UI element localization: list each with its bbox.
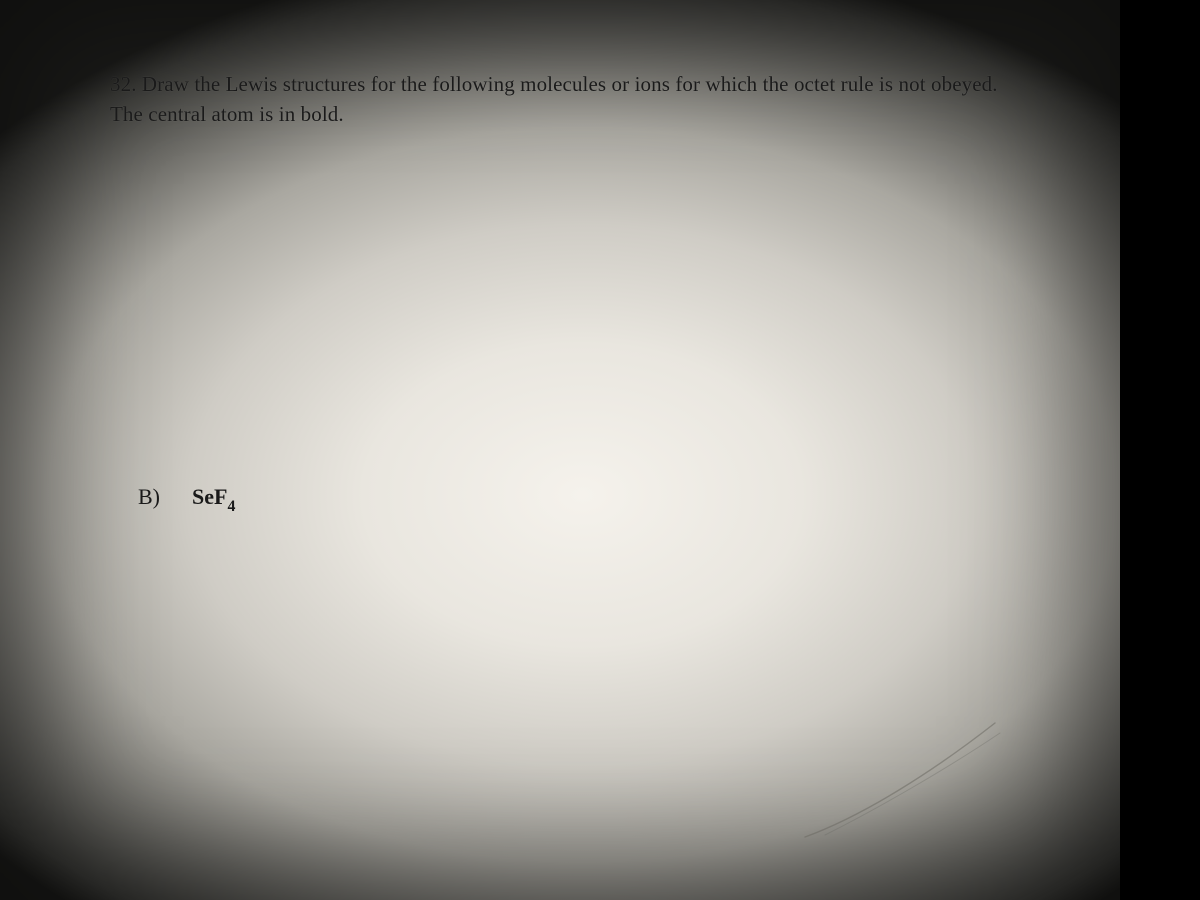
- part-label: B): [138, 484, 160, 510]
- formula-subscript: 4: [227, 498, 235, 515]
- question-number: 32.: [110, 72, 137, 96]
- question-block: 32. Draw the Lewis structures for the fo…: [110, 70, 1080, 130]
- pencil-scratch: [795, 715, 1005, 845]
- question-line-2: The central atom is in bold.: [110, 102, 344, 126]
- chemical-formula: SeF4: [192, 484, 235, 514]
- question-line-1: Draw the Lewis structures for the follow…: [142, 72, 998, 96]
- part-b-row: B) SeF4: [138, 484, 235, 514]
- paper-sheet: 32. Draw the Lewis structures for the fo…: [0, 0, 1120, 900]
- dark-edge: [1120, 0, 1200, 900]
- formula-central-atom: Se: [192, 484, 214, 509]
- formula-element: F: [214, 484, 227, 509]
- photo-frame: 32. Draw the Lewis structures for the fo…: [0, 0, 1200, 900]
